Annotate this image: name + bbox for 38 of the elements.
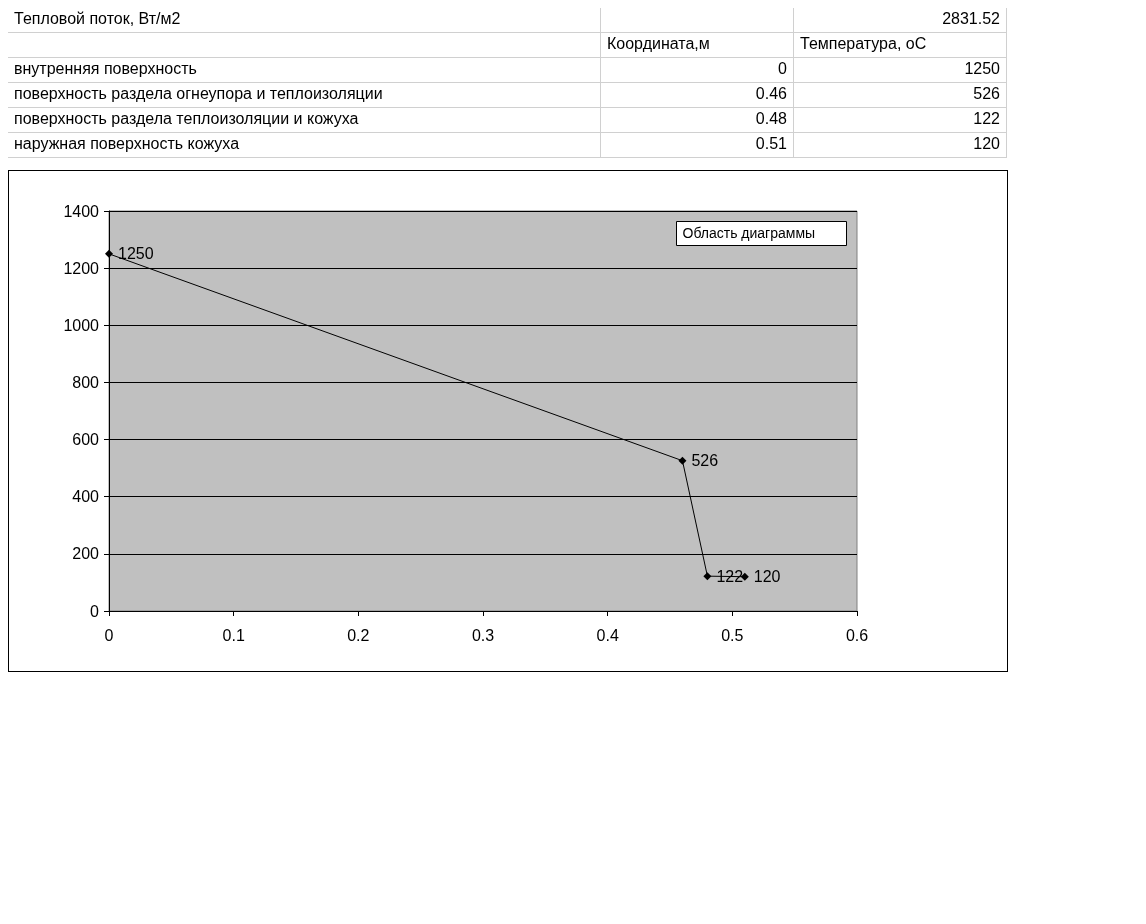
y-tick-label: 1200 xyxy=(63,259,100,277)
text: Температура, оС xyxy=(794,33,1007,58)
text: 120 xyxy=(794,133,1007,158)
point xyxy=(105,249,113,258)
text: 526 xyxy=(794,83,1007,108)
y-tick-label: 600 xyxy=(72,431,100,449)
text: наружная поверхность кожуха xyxy=(8,133,601,158)
y-tick-label: 1000 xyxy=(63,316,100,334)
text: Тепловой поток, Вт/м2 xyxy=(8,8,601,33)
x-tick-label: 0.5 xyxy=(721,626,744,644)
text: 1250 xyxy=(794,58,1007,83)
x-tick-label: 0.4 xyxy=(596,626,619,644)
text: 0 xyxy=(601,58,794,83)
x-tick-label: 0.3 xyxy=(471,626,495,644)
text: 0.48 xyxy=(601,108,794,133)
x-tick-label: 0.6 xyxy=(845,626,869,644)
text: внутренняя поверхность xyxy=(8,58,601,83)
y-tick-label: 200 xyxy=(72,545,100,563)
text: поверхность раздела теплоизоляции и кожуха xyxy=(8,108,601,133)
data-label: 526 xyxy=(691,452,719,470)
y-tick-label: 400 xyxy=(72,488,100,506)
y-tick-label: 800 xyxy=(72,373,100,391)
text: Координата,м xyxy=(601,33,794,58)
data-label: 1250 xyxy=(118,245,154,263)
text: 0.46 xyxy=(601,83,794,108)
text: 122 xyxy=(794,108,1007,133)
x-tick-label: 0.1 xyxy=(222,626,245,644)
y-tick-label: 0 xyxy=(90,602,100,620)
data-label: 120 xyxy=(753,568,781,586)
point xyxy=(703,572,712,581)
y-tick-label: 1400 xyxy=(63,202,100,220)
point xyxy=(678,456,687,465)
text: 2831.52 xyxy=(794,8,1007,33)
x-tick-label: 0 xyxy=(104,626,114,644)
annotation: Область диаграммы xyxy=(682,224,816,241)
text: поверхность раздела огнеупора и теплоизоляции xyxy=(8,83,601,108)
text: 0.51 xyxy=(601,133,794,158)
x-tick-label: 0.2 xyxy=(347,626,370,644)
